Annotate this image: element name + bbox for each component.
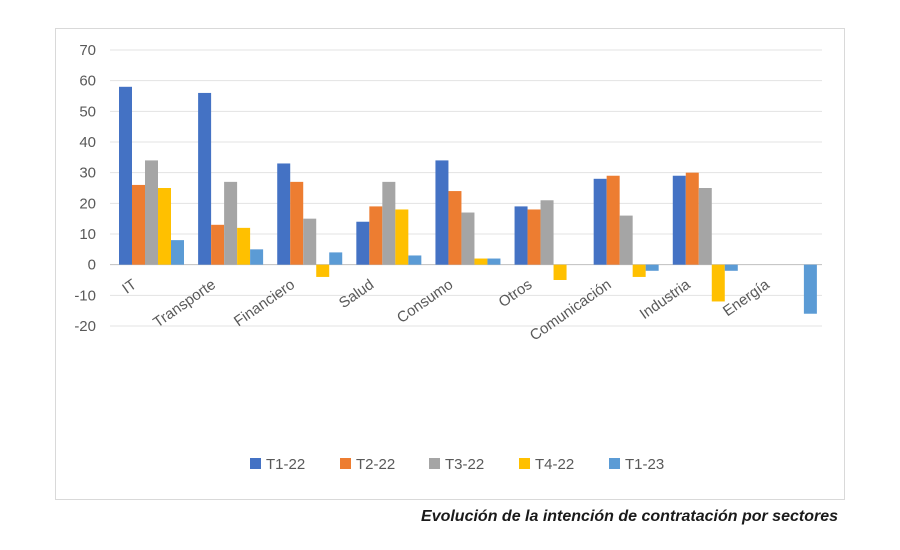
legend-label: T2-22: [356, 456, 395, 473]
y-tick-label: 50: [79, 103, 96, 120]
category-label: Transporte: [150, 276, 219, 331]
bar-t4-22-2: [316, 264, 330, 277]
y-tick-label: 20: [79, 195, 96, 212]
y-tick-label: -20: [74, 318, 96, 335]
bar-t1-22-3: [356, 221, 370, 265]
bar-t1-23-2: [329, 252, 343, 265]
bar-t1-23-7: [724, 264, 738, 271]
category-label: Otros: [496, 276, 536, 311]
y-axis: 70 60 50 40 30 20 10 0 -10 -20: [74, 42, 96, 335]
bar-t3-22-0: [145, 160, 158, 265]
bar-t1-22-6: [593, 178, 607, 265]
category-label: Comunicación: [527, 276, 615, 344]
category-label: IT: [119, 276, 140, 298]
bars: [119, 86, 817, 314]
bar-t4-22-1: [237, 227, 251, 265]
bar-t1-23-0: [171, 240, 184, 265]
bar-t3-22-7: [698, 188, 712, 265]
bar-t1-23-3: [408, 255, 422, 265]
legend-swatch: [429, 458, 440, 469]
bar-t1-22-7: [672, 175, 686, 265]
bar-t4-22-6: [632, 264, 646, 277]
bar-t1-22-5: [514, 206, 528, 265]
bar-t1-22-4: [435, 160, 449, 265]
legend-label: T4-22: [535, 456, 574, 473]
y-tick-label: 60: [79, 73, 96, 90]
y-tick-label: 10: [79, 226, 96, 243]
legend-swatch: [340, 458, 351, 469]
category-label: Salud: [336, 276, 377, 312]
category-label: Energía: [720, 276, 773, 320]
bar-t3-22-2: [303, 218, 317, 265]
bar-t2-22-2: [290, 181, 304, 265]
legend-label: T1-23: [625, 456, 664, 473]
bar-t1-22-2: [277, 163, 291, 265]
category-label: Financiero: [231, 276, 298, 330]
category-label: Industria: [637, 276, 694, 323]
legend-swatch: [609, 458, 620, 469]
bar-t2-22-4: [448, 191, 462, 265]
bar-t1-23-4: [487, 258, 501, 265]
y-tick-label: 40: [79, 134, 96, 151]
y-tick-label: 0: [88, 257, 96, 274]
bar-t3-22-1: [224, 181, 238, 265]
bar-t2-22-3: [369, 206, 383, 265]
x-axis: IT Transporte Financiero Salud Consumo OtrosC…: [119, 276, 773, 345]
bar-t1-23-8: [803, 264, 817, 314]
legend-label: T3-22: [445, 456, 484, 473]
category-label: Consumo: [394, 276, 456, 327]
bar-t3-22-3: [382, 181, 396, 265]
bar-t4-22-0: [158, 188, 171, 265]
bar-t4-22-3: [395, 209, 409, 265]
bar-t2-22-1: [211, 224, 225, 265]
legend-label: T1-22: [266, 456, 305, 473]
bar-t1-23-6: [645, 264, 659, 271]
bar-t1-23-1: [250, 249, 264, 265]
bar-t4-22-4: [474, 258, 488, 265]
y-tick-label: -10: [74, 287, 96, 304]
y-tick-label: 70: [79, 42, 96, 59]
bar-chart: 70 60 50 40 30 20 10 0 -10 -20 IT Transporte Financ…: [74, 42, 822, 473]
bar-t4-22-5: [553, 264, 567, 280]
legend-swatch: [519, 458, 530, 469]
bar-t1-22-0: [119, 86, 132, 265]
bar-t3-22-6: [619, 215, 633, 265]
bar-t2-22-6: [606, 175, 620, 265]
bar-t2-22-0: [132, 184, 145, 265]
bar-t3-22-5: [540, 200, 554, 265]
legend: T1-22 T2-22 T3-22 T4-22 T1-23: [250, 456, 664, 473]
bar-t1-22-1: [198, 92, 212, 265]
bar-t2-22-5: [527, 209, 541, 265]
y-tick-label: 30: [79, 165, 96, 182]
bar-t3-22-4: [461, 212, 475, 265]
bar-t4-22-7: [711, 264, 725, 302]
chart-caption: Evolución de la intención de contratació…: [421, 508, 838, 525]
bar-t2-22-7: [685, 172, 699, 265]
legend-swatch: [250, 458, 261, 469]
